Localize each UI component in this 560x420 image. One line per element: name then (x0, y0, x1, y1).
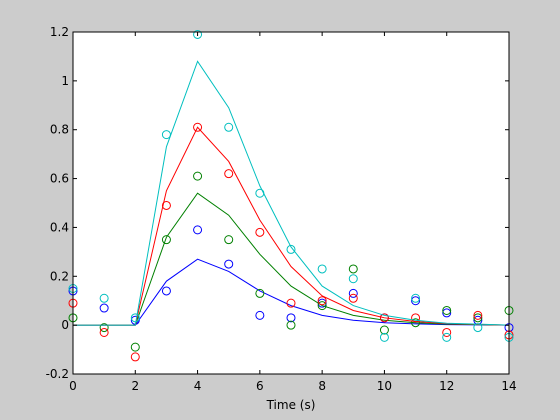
data-point (473, 310, 483, 320)
data-point (442, 332, 452, 342)
axes-layer: 0 2 4 6 8 10 12 14-0.200.20.40.60.811.2 (46, 25, 517, 393)
data-point (286, 298, 296, 308)
data-point (255, 227, 265, 237)
x-tick-label: 14 (501, 379, 516, 393)
data-point (286, 244, 296, 254)
x-tick-label: 2 (131, 379, 139, 393)
data-point (161, 200, 171, 210)
data-point (379, 332, 389, 342)
series-line (73, 60, 510, 326)
x-tick-label: 8 (318, 379, 326, 393)
data-point (130, 352, 140, 362)
data-point (411, 293, 421, 303)
data-point (99, 323, 109, 333)
data-point (348, 288, 358, 298)
data-point (255, 310, 265, 320)
series-line (73, 258, 510, 326)
plot-background (73, 32, 509, 374)
data-point (348, 264, 358, 274)
data-point (193, 225, 203, 235)
data-point (193, 171, 203, 181)
series-line (73, 126, 510, 326)
y-tick-label: 0 (61, 318, 69, 332)
x-axis-label: Time (s) (266, 398, 316, 412)
series-layer (68, 29, 514, 362)
data-point (130, 342, 140, 352)
y-tick-label: 0.2 (50, 269, 69, 283)
y-tick-label: 0.4 (50, 220, 69, 234)
data-point (99, 303, 109, 313)
data-point (442, 305, 452, 315)
data-point (317, 301, 327, 311)
data-point (348, 274, 358, 284)
y-tick-label: 1 (61, 74, 69, 88)
data-point (286, 313, 296, 323)
x-tick-label: 6 (256, 379, 264, 393)
y-tick-label: 0.8 (50, 123, 69, 137)
data-point (161, 286, 171, 296)
data-point (193, 122, 203, 132)
data-point (286, 320, 296, 330)
data-point (379, 325, 389, 335)
series-line (73, 192, 510, 326)
data-point (442, 327, 452, 337)
data-point (317, 296, 327, 306)
data-point (99, 327, 109, 337)
data-point (255, 188, 265, 198)
data-point (473, 323, 483, 333)
data-point (99, 293, 109, 303)
data-point (224, 259, 234, 269)
data-point (379, 313, 389, 323)
x-tick-label: 0 (69, 379, 77, 393)
data-point (130, 313, 140, 323)
data-point (317, 264, 327, 274)
data-point (442, 308, 452, 318)
data-point (161, 235, 171, 245)
data-point (255, 288, 265, 298)
x-tick-label: 10 (377, 379, 392, 393)
data-point (193, 29, 203, 39)
y-tick-label: 1.2 (50, 25, 69, 39)
y-tick-label: -0.2 (46, 367, 69, 381)
data-point (224, 169, 234, 179)
plot-frame (72, 31, 510, 375)
data-point (411, 313, 421, 323)
data-point (224, 235, 234, 245)
x-tick-label: 12 (439, 379, 454, 393)
y-tick-label: 0.6 (50, 172, 69, 186)
data-point (411, 318, 421, 328)
data-point (161, 130, 171, 140)
data-point (473, 313, 483, 323)
data-point (411, 296, 421, 306)
data-point (348, 293, 358, 303)
data-point (224, 122, 234, 132)
x-tick-label: 4 (194, 379, 202, 393)
